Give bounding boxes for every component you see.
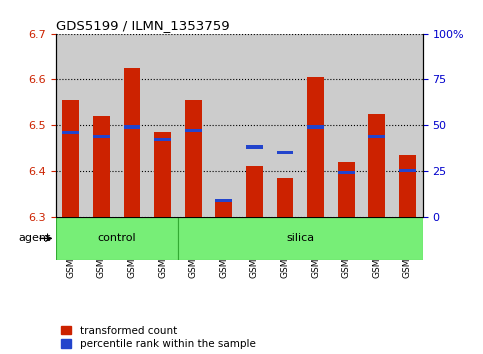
- Bar: [178, 217, 423, 260]
- Bar: [154, 138, 171, 141]
- Bar: [56, 34, 86, 217]
- Bar: [300, 217, 331, 260]
- Text: agent: agent: [18, 233, 51, 244]
- Bar: [124, 68, 141, 217]
- Bar: [270, 217, 300, 260]
- Bar: [56, 217, 178, 260]
- Bar: [178, 217, 209, 260]
- Bar: [246, 145, 263, 149]
- Bar: [117, 34, 147, 217]
- Bar: [300, 34, 331, 217]
- Legend: transformed count, percentile rank within the sample: transformed count, percentile rank withi…: [61, 326, 256, 349]
- Bar: [209, 217, 239, 260]
- Text: control: control: [98, 233, 136, 244]
- Bar: [215, 201, 232, 217]
- Bar: [239, 217, 270, 260]
- Bar: [62, 131, 79, 134]
- Bar: [239, 34, 270, 217]
- Bar: [361, 34, 392, 217]
- Bar: [147, 217, 178, 260]
- Bar: [361, 217, 392, 260]
- Bar: [307, 77, 324, 217]
- Bar: [392, 217, 423, 260]
- Bar: [331, 34, 361, 217]
- Text: silica: silica: [286, 233, 314, 244]
- Bar: [270, 34, 300, 217]
- Bar: [56, 217, 86, 260]
- Text: GDS5199 / ILMN_1353759: GDS5199 / ILMN_1353759: [56, 19, 229, 33]
- Bar: [124, 125, 141, 129]
- Bar: [117, 217, 147, 260]
- Bar: [369, 135, 385, 138]
- Bar: [369, 114, 385, 217]
- Bar: [215, 199, 232, 202]
- Bar: [331, 217, 361, 260]
- Bar: [178, 34, 209, 217]
- Bar: [86, 34, 117, 217]
- Bar: [246, 166, 263, 217]
- Bar: [277, 178, 293, 217]
- Bar: [93, 116, 110, 217]
- Bar: [399, 155, 416, 217]
- Bar: [338, 171, 355, 174]
- Bar: [154, 132, 171, 217]
- Bar: [93, 135, 110, 138]
- Bar: [392, 34, 423, 217]
- Bar: [62, 100, 79, 217]
- Bar: [277, 151, 293, 154]
- Bar: [86, 217, 117, 260]
- Bar: [399, 169, 416, 172]
- Bar: [209, 34, 239, 217]
- Bar: [185, 129, 201, 132]
- Bar: [307, 125, 324, 129]
- Bar: [147, 34, 178, 217]
- Bar: [185, 100, 201, 217]
- Bar: [338, 162, 355, 217]
